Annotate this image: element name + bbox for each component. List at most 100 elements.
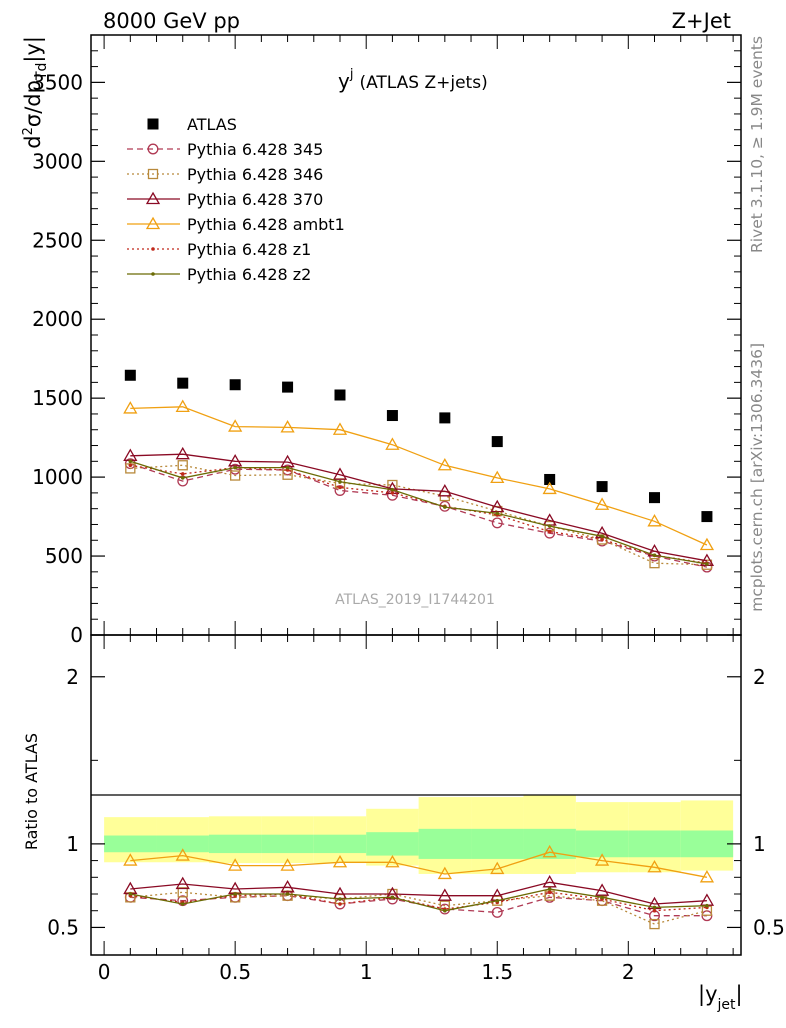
main-ytick-label-4: 2000 — [32, 307, 83, 331]
main-ytick-label-1: 500 — [45, 544, 83, 568]
main-series-3-point-2 — [228, 454, 243, 467]
ratio-series-1-point-10 — [649, 918, 660, 930]
main-axis-ticks: 0 500 1000 1500 2000 2500 3000 3500 — [32, 35, 741, 647]
ratio-series-3-point-10 — [647, 859, 662, 873]
legend-marker-0 — [147, 118, 159, 130]
ratio-series-5-point-5 — [390, 895, 395, 900]
legend-entry-4: Pythia 6.428 ambt1 — [127, 215, 345, 234]
legend-marker-3 — [145, 191, 161, 205]
main-series-4 — [123, 399, 715, 551]
main-series-6-point-8 — [547, 524, 552, 528]
ratio-series-0-line — [130, 895, 707, 917]
x-axis-label: |yjet| — [698, 982, 743, 1013]
ratio-band-inner-0 — [104, 835, 157, 853]
main-series-6-point-1 — [180, 476, 185, 480]
ratio-band-inner-2 — [208, 834, 262, 854]
main-series-0-point-7 — [491, 436, 503, 448]
ratio-ytick-label-right-0: 0.5 — [753, 915, 785, 939]
ratio-series-3-point-1 — [175, 848, 190, 861]
ratio-series-5-point-9 — [600, 895, 604, 900]
ratio-series-5-point-3 — [285, 892, 290, 896]
legend-label-2: Pythia 6.428 346 — [187, 165, 323, 184]
ratio-series-5-point-6 — [443, 908, 447, 913]
x-tick-label-2: 1 — [360, 960, 373, 984]
legend-label-6: Pythia 6.428 z2 — [187, 265, 311, 284]
main-series-4-point-7 — [490, 470, 505, 484]
ratio-series-3-point-7 — [490, 861, 505, 875]
main-series-3-point-6 — [437, 484, 452, 497]
ratio-series-2-point-3 — [280, 880, 295, 893]
ratio-ytick-label-right-2: 2 — [753, 665, 766, 689]
main-series-0 — [124, 369, 713, 523]
x-tick-label-0: 0 — [98, 960, 111, 984]
ratio-series-3-point-8 — [542, 844, 557, 858]
main-series-4-point-6 — [437, 457, 452, 471]
main-series-2-point-10 — [649, 558, 660, 569]
legend-entry-0: ATLAS — [147, 115, 237, 134]
main-series-3 — [123, 446, 715, 566]
ratio-band-inner-10 — [628, 830, 681, 858]
legend-marker-6 — [151, 272, 155, 276]
main-series-6-point-10 — [652, 553, 657, 558]
ratio-series-3-point-11 — [699, 869, 715, 883]
main-series-1 — [124, 458, 713, 573]
legend-entry-5: Pythia 6.428 z1 — [127, 240, 311, 259]
rivet-label: Rivet 3.1.10, ≥ 1.9M events — [748, 36, 766, 253]
main-series-4-point-2 — [228, 419, 243, 432]
main-series-2-point-1 — [177, 460, 188, 471]
main-series-5-point-4 — [338, 485, 342, 490]
ratio-series-layer — [123, 844, 715, 930]
main-series-4-point-0 — [123, 401, 138, 414]
main-series-6-point-4 — [338, 480, 342, 484]
ratio-series-2-point-11 — [699, 893, 715, 906]
ratio-band-inner-1 — [156, 835, 209, 853]
main-series-0-point-4 — [334, 389, 346, 401]
legend-marker-5 — [151, 247, 155, 251]
ratio-band-inner-3 — [261, 834, 314, 854]
main-series-layer — [123, 369, 715, 573]
main-series-4-line — [130, 406, 708, 546]
main-series-6-point-7 — [495, 511, 500, 516]
ratio-ytick-label-1: 1 — [66, 832, 79, 856]
ratio-series-5-point-7 — [495, 898, 500, 903]
main-series-6-point-6 — [443, 505, 447, 509]
ratio-series-5-point-10 — [652, 905, 657, 910]
main-series-5-point-9 — [600, 537, 604, 542]
ratio-series-2-point-9 — [594, 883, 610, 896]
main-series-5-point-5 — [390, 491, 395, 495]
x-tick-label-3: 1.5 — [481, 960, 513, 984]
main-series-0-point-11 — [701, 511, 713, 523]
main-series-2-point-2 — [230, 470, 241, 481]
main-series-4-point-1 — [175, 399, 190, 412]
plot-title: yj (ATLAS Z+jets) — [338, 67, 488, 93]
main-ytick-label-5: 2500 — [32, 228, 83, 252]
ratio-panel: 0.5 0.5 1 1 2 2 0 0.5 1 1.5 2 Ratio to ATLAS |yjet… — [22, 634, 785, 1013]
legend-entry-2: Pythia 6.428 346 — [127, 165, 323, 184]
main-series-1-point-8 — [544, 527, 556, 539]
main-series-6-point-11 — [705, 562, 709, 566]
ratio-series-4-line — [130, 891, 707, 912]
analysis-watermark: ATLAS_2019_I1744201 — [335, 592, 495, 608]
ratio-series-0-point-7 — [491, 906, 503, 918]
main-series-0-point-8 — [544, 473, 556, 485]
ratio-frame — [90, 634, 742, 956]
ratio-series-2-point-6 — [437, 888, 452, 901]
ratio-series-3-line — [130, 851, 708, 878]
legend-label-3: Pythia 6.428 370 — [187, 190, 323, 209]
main-series-2 — [125, 460, 713, 570]
main-series-4-point-10 — [647, 514, 662, 527]
mcplots-label: mcplots.cern.ch [arXiv:1306.3436] — [748, 343, 766, 612]
ratio-series-5-point-11 — [705, 903, 709, 908]
main-series-5 — [128, 463, 709, 565]
main-series-3-line — [130, 453, 708, 562]
header-right: Z+Jet — [672, 9, 731, 33]
main-series-4-point-4 — [332, 422, 348, 435]
legend-entry-6: Pythia 6.428 z2 — [127, 265, 311, 284]
main-series-0-point-2 — [229, 379, 241, 391]
ratio-band-inner-7 — [471, 828, 524, 859]
ratio-series-3-point-3 — [280, 858, 295, 871]
ratio-ytick-label-2: 2 — [66, 665, 79, 689]
ratio-series-3-point-6 — [437, 866, 452, 880]
main-ytick-label-3: 1500 — [32, 386, 83, 410]
ratio-band-inner-5 — [366, 832, 419, 856]
